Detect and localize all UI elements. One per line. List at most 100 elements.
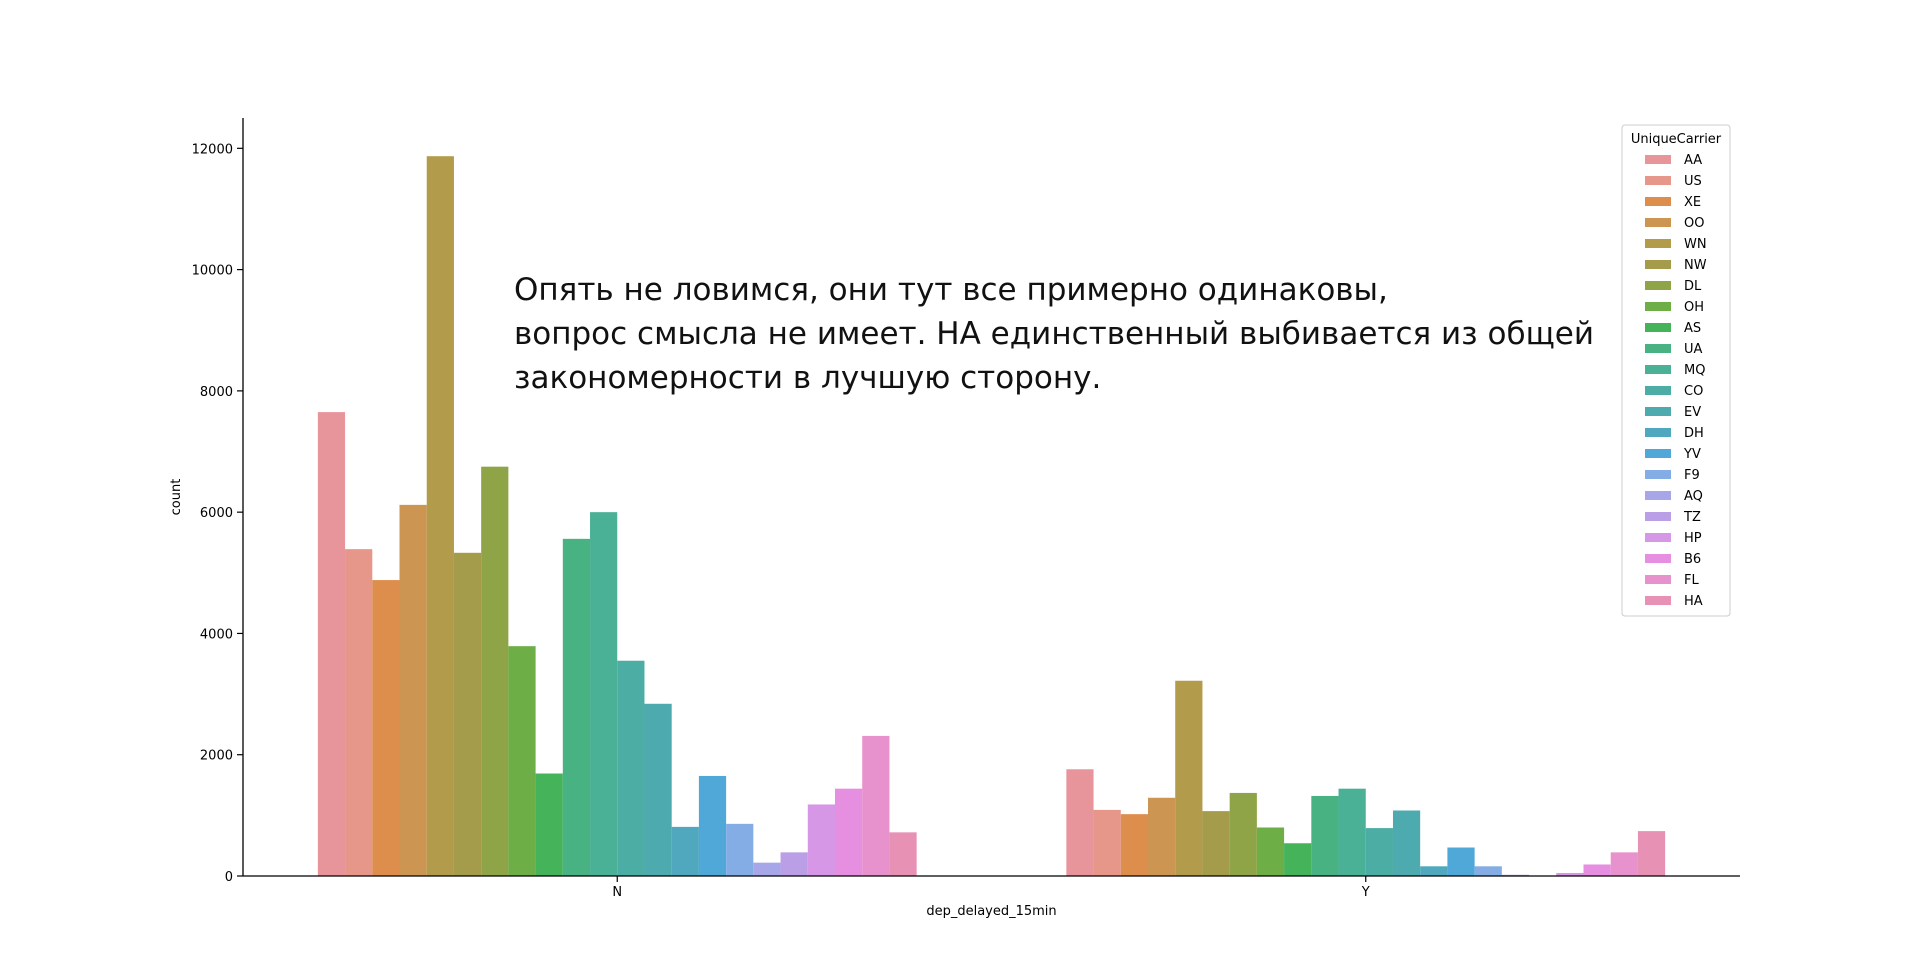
bar-f9-n [726,823,754,876]
bar-b6-y [1583,864,1611,876]
y-tick-label: 0 [225,870,233,885]
legend-label: HA [1684,594,1703,609]
annotation-line: Опять не ловимся, они тут все примерно о… [514,272,1388,308]
legend-swatch [1645,218,1671,227]
bar-oo-n [399,504,427,876]
legend: UniqueCarrier AA US XE OO WN NW DL OH AS UA MQ CO EV… [1621,124,1731,617]
legend-swatch [1645,344,1671,353]
bar-ha-n [889,832,917,876]
legend-swatch [1645,302,1671,311]
bar-ev-n [644,703,672,876]
annotation-line: закономерности в лучшую сторону. [514,360,1102,396]
legend-label: YV [1683,447,1701,462]
legend-label: DL [1684,279,1702,294]
x-tick-label: Y [1361,885,1370,900]
bar-tz-n [780,852,808,876]
legend-swatch [1645,470,1671,479]
legend-label: CO [1684,384,1703,399]
legend-label: US [1684,174,1702,189]
legend-title: UniqueCarrier [1631,132,1722,147]
bar-us-n [345,549,373,876]
legend-label: NW [1684,258,1707,273]
bar-ua-y [1311,795,1339,876]
legend-label: HP [1684,531,1702,546]
legend-swatch [1645,512,1671,521]
legend-label: AA [1684,153,1702,168]
bar-nw-y [1202,811,1230,876]
y-tick-label: 8000 [200,385,233,400]
legend-swatch [1645,155,1671,164]
bar-aq-n [753,862,781,876]
legend-swatch [1645,575,1671,584]
annotation-text: Опять не ловимся, они тут все примерно о… [514,268,1594,400]
legend-label: XE [1684,195,1701,210]
bar-ha-y [1637,831,1666,876]
legend-label: OO [1684,216,1704,231]
legend-swatch [1645,449,1671,458]
y-tick-label: 12000 [192,142,233,157]
legend-label: OH [1684,300,1704,315]
bar-dh-y [1420,866,1448,876]
x-axis-label: dep_delayed_15min [926,904,1056,919]
bar-oh-n [508,646,536,876]
legend-swatch [1645,386,1671,395]
legend-label: FL [1684,573,1699,588]
legend-swatch [1645,323,1671,332]
bar-dh-n [671,826,699,876]
bar-fl-n [862,735,890,876]
legend-swatch [1645,596,1671,605]
bar-oh-y [1256,827,1285,876]
legend-swatch [1645,260,1671,269]
bar-aa-y [1066,769,1094,876]
y-tick-label: 4000 [200,627,233,642]
y-axis-label: count [169,479,184,516]
legend-items: AA US XE OO WN NW DL OH AS UA MQ CO EV DH YV F9 AQ TZ HP B6… [1645,153,1707,609]
legend-swatch [1645,197,1671,206]
legend-swatch [1645,176,1671,185]
y-ticks: 0 2000 4000 6000 8000 10000 12000 [192,142,243,885]
bar-as-n [535,773,563,876]
legend-label: B6 [1684,552,1701,567]
legend-swatch [1645,365,1671,374]
bar-fl-y [1610,852,1638,876]
bar-f9-y [1474,866,1502,876]
bar-as-y [1284,843,1312,876]
bar-hp-n [807,804,835,876]
legend-label: UA [1684,342,1703,357]
bar-mq-n [590,512,618,876]
legend-swatch [1645,533,1671,542]
annotation-line: вопрос смысла не имеет. НА единственный … [514,316,1594,352]
y-tick-label: 10000 [192,264,233,279]
y-tick-label: 2000 [200,749,233,764]
bar-wn-n [426,156,454,877]
legend-label: F9 [1684,468,1700,483]
legend-swatch [1645,554,1671,563]
y-tick-label: 6000 [200,506,233,521]
bar-co-y [1365,828,1393,876]
bar-dl-n [481,466,509,876]
bar-ua-n [562,538,591,876]
bars-layer [317,156,1666,877]
bar-xe-y [1120,814,1149,876]
bar-co-n [617,660,645,876]
bar-mq-y [1338,788,1366,876]
bar-yv-n [698,775,727,876]
legend-swatch [1645,428,1671,437]
x-tick-label: N [612,885,622,900]
legend-label: WN [1684,237,1707,252]
legend-label: AQ [1684,489,1703,504]
bar-ev-y [1392,810,1421,876]
legend-swatch [1645,239,1671,248]
legend-label: EV [1684,405,1701,420]
bar-yv-y [1447,847,1475,876]
legend-label: TZ [1683,510,1701,525]
bar-b6-n [834,788,863,876]
bar-us-y [1093,809,1121,876]
bar-aa-n [317,412,346,876]
bar-nw-n [453,552,482,876]
legend-swatch [1645,281,1671,290]
bar-hp-y [1556,872,1584,876]
